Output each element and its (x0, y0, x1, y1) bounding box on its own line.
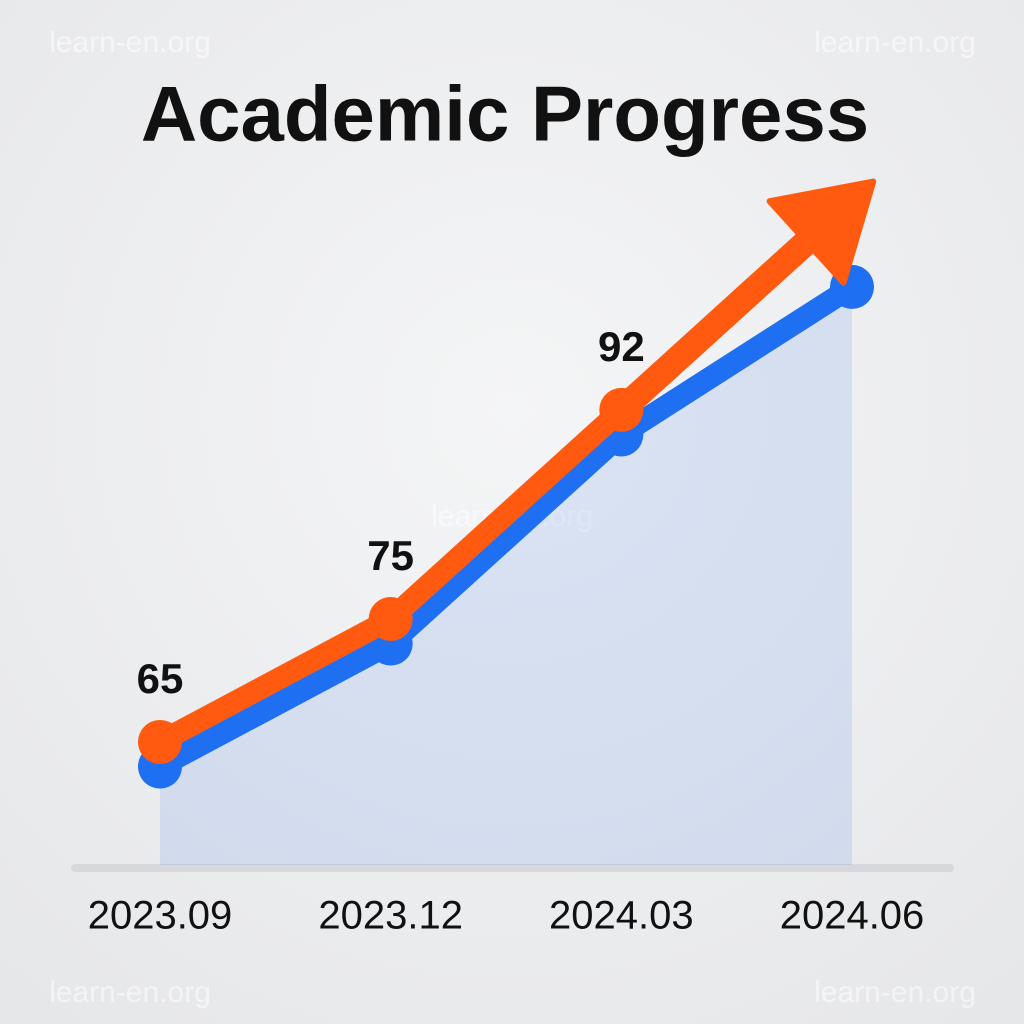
data-label: 75 (367, 532, 414, 579)
watermark: learn-en.org (814, 976, 976, 1009)
arrow-shaft (608, 228, 820, 423)
data-point (599, 387, 644, 432)
data-point (138, 720, 182, 764)
x-tick-label: 2023.12 (318, 894, 463, 938)
x-tick-label: 2024.03 (549, 894, 694, 938)
x-tick-label: 2023.09 (88, 894, 233, 938)
data-point (368, 597, 413, 641)
line (149, 275, 863, 778)
data-label: 92 (598, 323, 645, 370)
arrow-head (766, 178, 877, 286)
area (160, 286, 852, 865)
chart-title: Academic Progress (141, 70, 869, 158)
data-label: 65 (137, 655, 184, 702)
watermark: learn-en.org (49, 26, 211, 59)
watermark: learn-en.org (49, 976, 211, 1009)
watermark: learn-en.org (814, 26, 976, 59)
x-tick-label: 2024.06 (780, 894, 925, 938)
